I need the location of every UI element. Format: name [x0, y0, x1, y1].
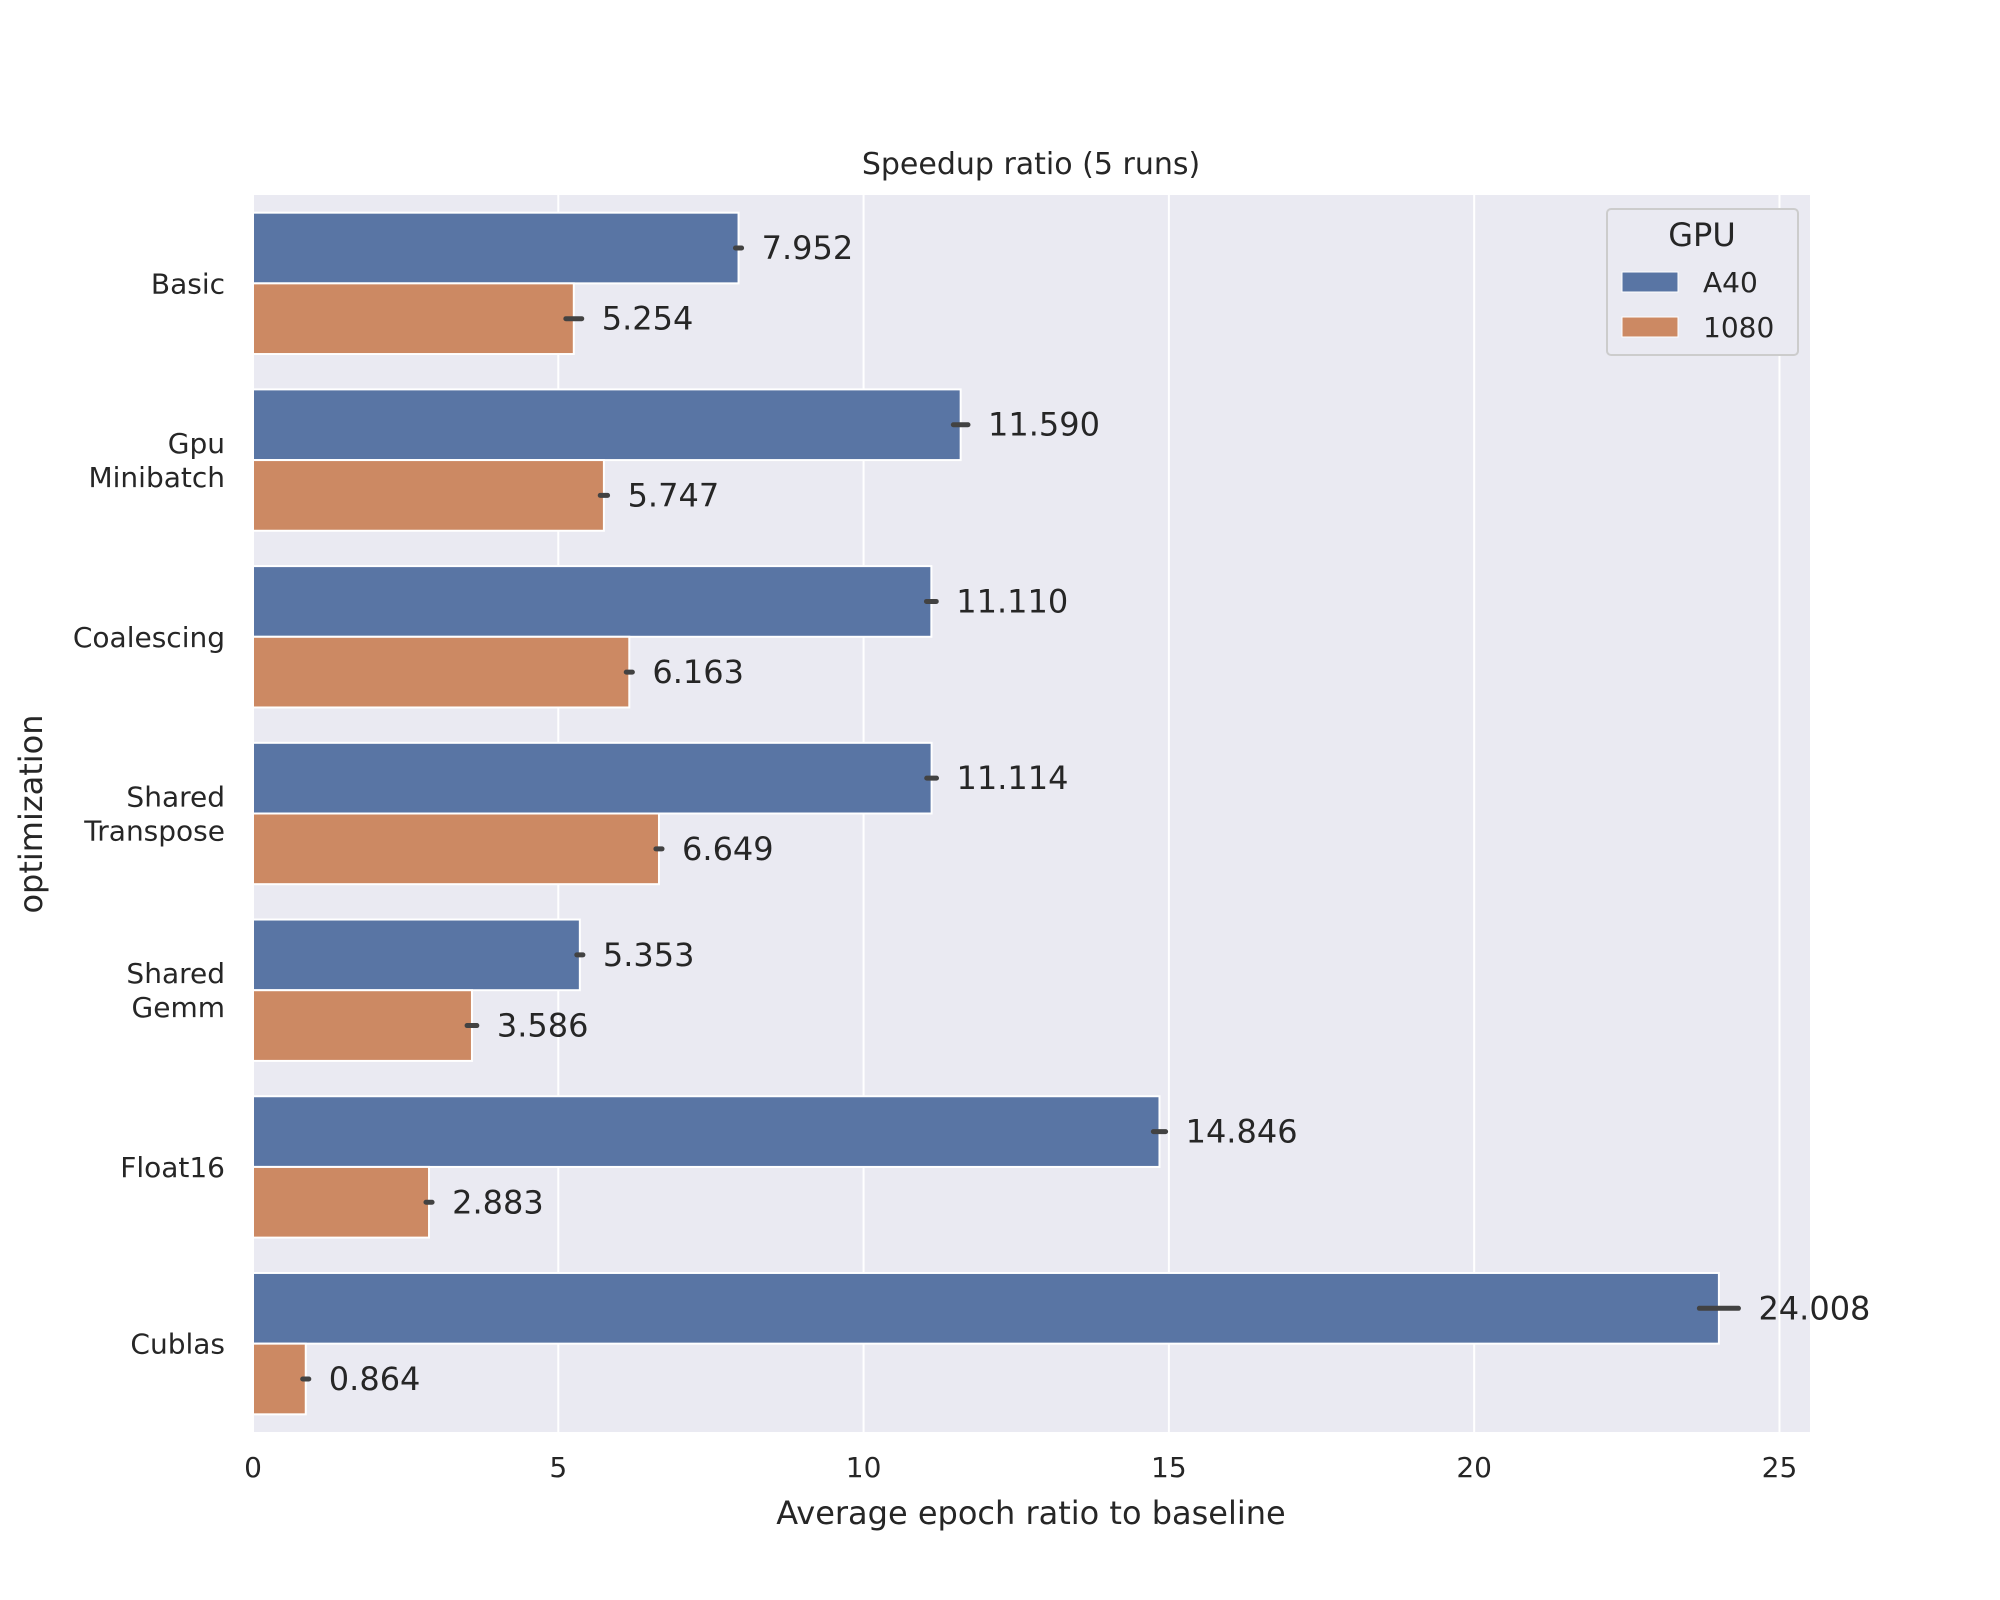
- bar-float16-a40: [252, 1095, 1161, 1168]
- y-tick-labels: BasicGpuMinibatchCoalescingSharedTranspo…: [73, 267, 225, 1360]
- x-axis-label: Average epoch ratio to baseline: [776, 1494, 1285, 1532]
- value-label-gpu-minibatch-a40: 11.590: [988, 406, 1100, 444]
- x-tick-label-15: 15: [1151, 1451, 1187, 1484]
- x-tick-label-10: 10: [846, 1451, 882, 1484]
- x-tick-label-20: 20: [1456, 1451, 1492, 1484]
- y-tick-label-gpu-minibatch-1: Minibatch: [88, 461, 225, 494]
- value-label-cublas-1080: 0.864: [329, 1360, 421, 1398]
- bar-coalescing-1080: [252, 635, 631, 709]
- bar-cublas-a40: [252, 1271, 1720, 1345]
- legend-swatch-1080: [1621, 316, 1679, 338]
- value-label-shared-gemm-a40: 5.353: [603, 936, 695, 974]
- value-label-basic-a40: 7.952: [762, 229, 854, 267]
- y-tick-label-float16-0: Float16: [120, 1151, 225, 1184]
- x-tick-label-0: 0: [244, 1451, 262, 1484]
- bar-basic-a40: [252, 211, 740, 285]
- value-labels: 7.952 5.254 11.590 5.747 11.110 6.163 11.114 6.…: [329, 229, 1871, 1398]
- y-tick-label-shared-transpose-1: Transpose: [83, 815, 225, 848]
- bar-cublas-1080: [252, 1342, 307, 1416]
- bar-shared-gemm-a40: [252, 918, 581, 992]
- y-tick-label-basic-0: Basic: [151, 267, 225, 300]
- chart-title: Speedup ratio (5 runs): [862, 147, 1200, 182]
- value-label-shared-transpose-a40: 11.114: [956, 759, 1068, 797]
- value-label-shared-transpose-1080: 6.649: [682, 830, 774, 868]
- value-label-cublas-a40: 24.008: [1758, 1289, 1870, 1327]
- bar-float16-1080: [252, 1165, 431, 1239]
- legend-title: GPU: [1668, 216, 1736, 254]
- value-label-shared-gemm-1080: 3.586: [497, 1007, 589, 1045]
- legend-label-1080: 1080: [1703, 311, 1774, 344]
- y-tick-label-shared-gemm-0: Shared: [126, 957, 225, 990]
- error-bars: [300, 245, 1741, 1382]
- bar-gpu-minibatch-1080: [252, 459, 605, 532]
- bar-basic-1080: [252, 282, 575, 356]
- value-label-coalescing-a40: 11.110: [956, 582, 1068, 620]
- y-tick-label-coalescing-0: Coalescing: [73, 621, 225, 654]
- value-label-float16-a40: 14.846: [1186, 1113, 1298, 1151]
- x-tick-labels: 0 5 10 15 20 25: [244, 1451, 1797, 1484]
- value-label-basic-1080: 5.254: [602, 300, 694, 338]
- bar-shared-transpose-1080: [252, 812, 660, 886]
- y-tick-label-shared-transpose-0: Shared: [126, 781, 225, 814]
- y-tick-label-gpu-minibatch-0: Gpu: [168, 427, 225, 460]
- value-label-gpu-minibatch-1080: 5.747: [628, 476, 720, 514]
- y-axis-label: optimization: [12, 714, 50, 913]
- bar-gpu-minibatch-a40: [252, 388, 962, 462]
- bar-coalescing-a40: [252, 565, 933, 638]
- value-label-coalescing-1080: 6.163: [652, 653, 744, 691]
- legend-label-a40: A40: [1703, 266, 1758, 299]
- legend-swatch-a40: [1621, 271, 1679, 293]
- x-tick-label-5: 5: [549, 1451, 567, 1484]
- x-tick-label-25: 25: [1762, 1451, 1798, 1484]
- bar-shared-transpose-a40: [252, 741, 933, 815]
- bar-shared-gemm-1080: [252, 989, 473, 1062]
- bars: [252, 211, 1720, 1416]
- value-label-float16-1080: 2.883: [452, 1183, 544, 1221]
- y-tick-label-cublas-0: Cublas: [130, 1328, 225, 1361]
- legend: GPU A40 1080: [1606, 208, 1799, 356]
- y-tick-label-shared-gemm-1: Gemm: [132, 991, 225, 1024]
